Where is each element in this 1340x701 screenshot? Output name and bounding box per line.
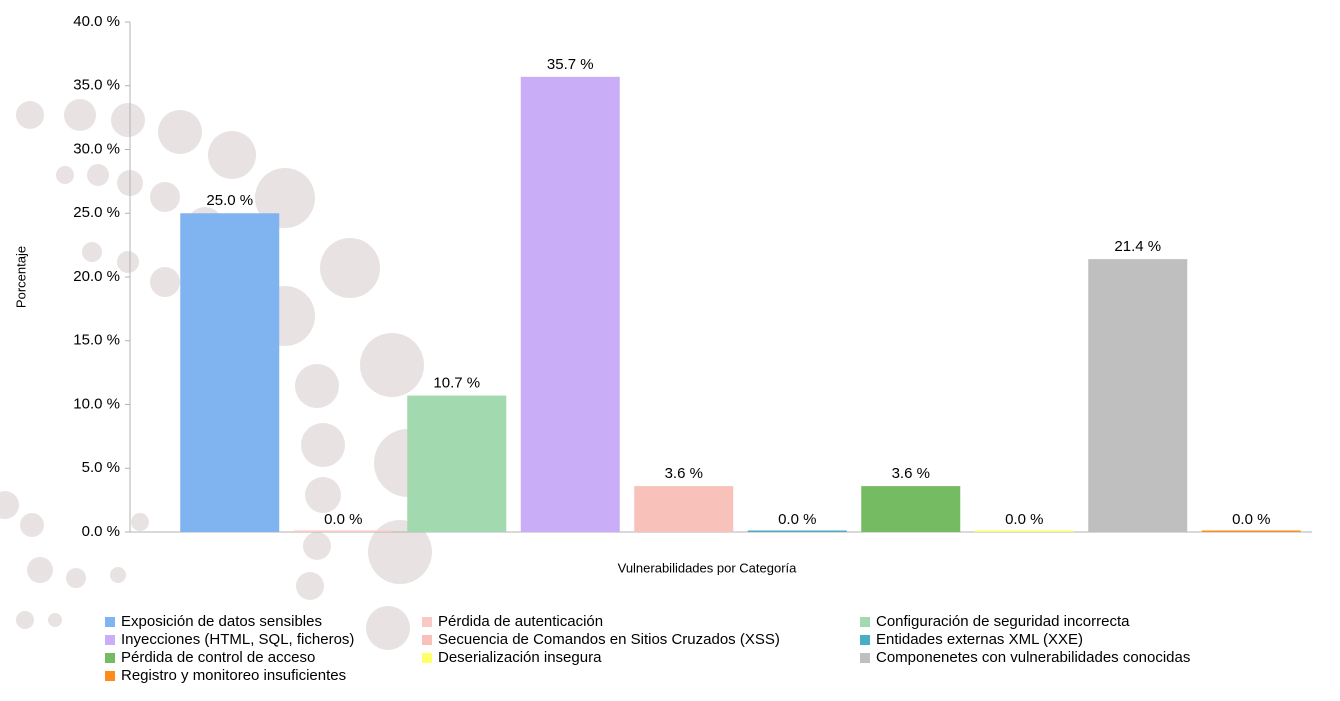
legend-label: Configuración de seguridad incorrecta	[876, 613, 1130, 630]
legend-swatch	[422, 653, 432, 663]
legend-label: Deserialización insegura	[438, 649, 602, 666]
bar	[520, 76, 620, 532]
data-label: 0.0 %	[778, 511, 816, 528]
bar	[634, 486, 734, 532]
data-label: 10.7 %	[433, 375, 480, 392]
y-tick-label: 40.0 %	[73, 13, 120, 30]
y-tick-label: 0.0 %	[82, 523, 120, 540]
legend-swatch	[105, 635, 115, 645]
data-label: 25.0 %	[206, 192, 253, 209]
data-label: 0.0 %	[324, 511, 362, 528]
legend-label: Secuencia de Comandos en Sitios Cruzados…	[438, 631, 780, 648]
data-label: 35.7 %	[547, 56, 594, 73]
legend-swatch	[860, 635, 870, 645]
legend-swatch	[422, 617, 432, 627]
data-label: 21.4 %	[1114, 238, 1161, 255]
legend-label: Entidades externas XML (XXE)	[876, 631, 1083, 648]
y-tick-label: 15.0 %	[73, 332, 120, 349]
legend-label: Inyecciones (HTML, SQL, ficheros)	[121, 631, 354, 648]
bar	[861, 486, 961, 532]
legend-swatch	[860, 617, 870, 627]
y-tick-label: 10.0 %	[73, 395, 120, 412]
x-axis-title: Vulnerabilidades por Categoría	[618, 560, 798, 575]
y-tick-label: 30.0 %	[73, 140, 120, 157]
y-tick-label: 25.0 %	[73, 204, 120, 221]
data-label: 3.6 %	[892, 465, 930, 482]
y-tick-label: 20.0 %	[73, 268, 120, 285]
legend-label: Componenetes con vulnerabilidades conoci…	[876, 649, 1190, 666]
legend-swatch	[860, 653, 870, 663]
bar	[747, 530, 847, 532]
legend-swatch	[105, 671, 115, 681]
bar	[1201, 530, 1301, 532]
legend-label: Pérdida de control de acceso	[121, 649, 315, 666]
legend-label: Registro y monitoreo insuficientes	[121, 667, 346, 684]
bar	[293, 530, 393, 532]
legend-swatch	[422, 635, 432, 645]
legend-swatch	[105, 653, 115, 663]
y-axis-title: Porcentaje	[13, 246, 28, 308]
bar	[1088, 259, 1188, 532]
y-tick-label: 35.0 %	[73, 77, 120, 94]
bar	[180, 213, 280, 532]
legend-swatch	[105, 617, 115, 627]
bar	[407, 395, 507, 532]
y-tick-label: 5.0 %	[82, 459, 120, 476]
data-label: 0.0 %	[1232, 511, 1270, 528]
bar	[974, 530, 1074, 532]
data-label: 3.6 %	[665, 465, 703, 482]
data-label: 0.0 %	[1005, 511, 1043, 528]
legend-label: Pérdida de autenticación	[438, 613, 603, 630]
legend-label: Exposición de datos sensibles	[121, 613, 322, 630]
